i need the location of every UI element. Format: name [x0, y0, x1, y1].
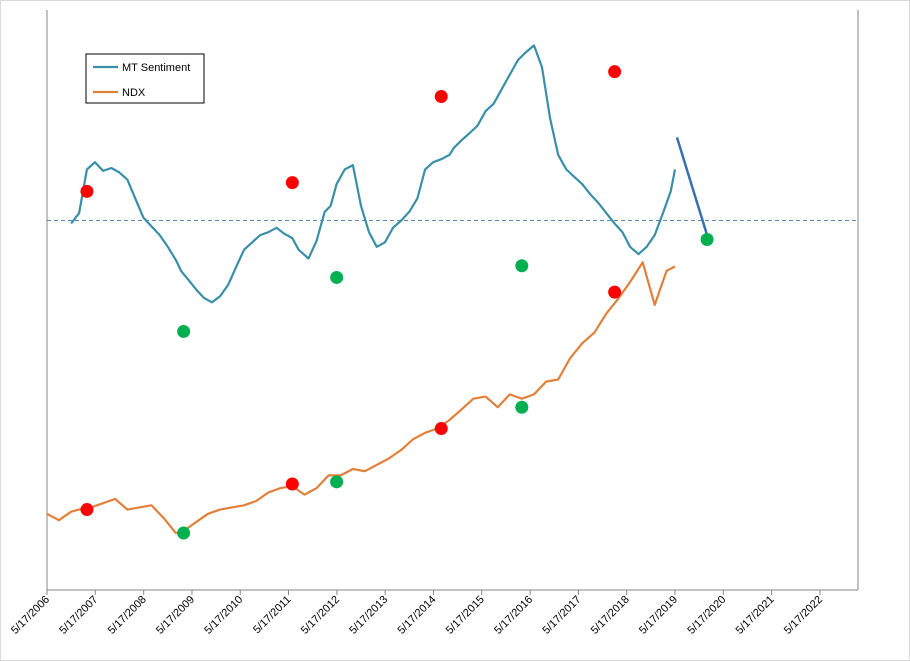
sentiment-trough-marker [177, 324, 191, 338]
ndx-trough-marker [515, 400, 529, 414]
series-line-mt-sentiment [70, 44, 677, 304]
ndx-trough-marker [330, 475, 344, 489]
sentiment-peak-marker [434, 89, 448, 103]
sentiment-trough-marker [700, 233, 714, 247]
sentiment-peak-marker [285, 176, 299, 190]
sentiment-peak-marker [608, 65, 622, 79]
sentiment-trough-marker [330, 270, 344, 284]
series-line-ndx [46, 261, 676, 535]
legend: MT Sentiment NDX [85, 53, 205, 104]
ndx-peak-marker [434, 422, 448, 436]
ndx-peak-marker [608, 285, 622, 299]
legend-label-ndx: NDX [122, 87, 146, 99]
ndx-peak-marker [80, 503, 94, 517]
sentiment-trough-marker [515, 259, 529, 273]
ndx-peak-marker [285, 477, 299, 491]
legend-label-mt-sentiment: MT Sentiment [122, 62, 190, 74]
sentiment-peak-marker [80, 184, 94, 198]
sentiment-projection-line [675, 136, 709, 236]
ndx-trough-marker [177, 526, 191, 540]
markers [80, 65, 714, 540]
x-axis-ticks [46, 590, 821, 595]
legend-box [85, 53, 205, 104]
